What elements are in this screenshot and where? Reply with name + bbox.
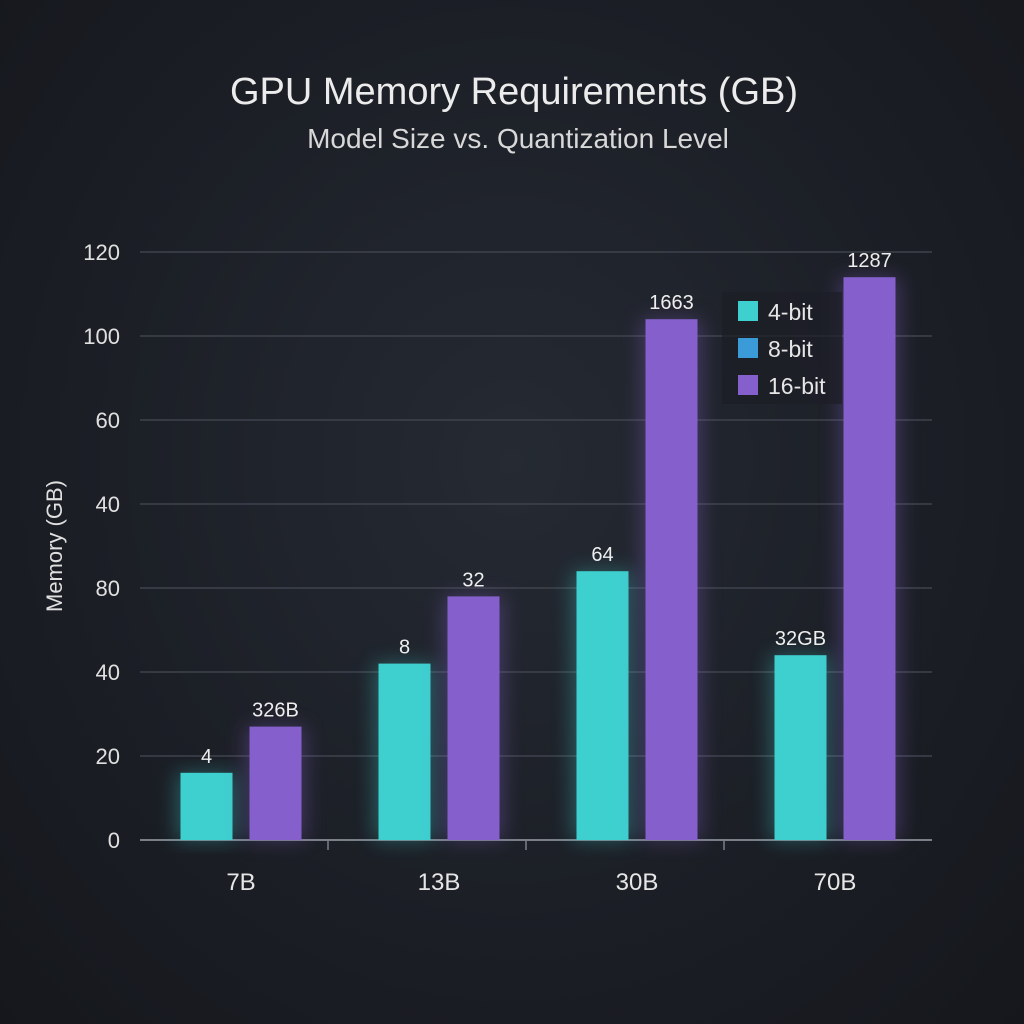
legend-swatch — [738, 301, 758, 321]
data-label: 32GB — [775, 628, 826, 650]
data-label: 64 — [591, 544, 613, 566]
y-tick-label: 40 — [96, 660, 120, 685]
y-tick-label: 120 — [83, 240, 120, 265]
legend-swatch — [738, 338, 758, 358]
bar-4-bit-7B — [180, 772, 233, 840]
data-label: 1287 — [847, 250, 892, 272]
y-tick-label: 40 — [96, 492, 120, 517]
bar-16-bit-30B — [645, 319, 698, 840]
legend: 4-bit 8-bit 16-bit — [722, 292, 842, 404]
y-tick-label: 60 — [96, 408, 120, 433]
legend-label: 4-bit — [768, 299, 813, 325]
x-tick-label: 30B — [616, 869, 659, 896]
bar-16-bit-70B — [843, 277, 896, 840]
legend-label: 16-bit — [768, 373, 826, 399]
data-label: 1663 — [649, 292, 694, 314]
bar-4-bit-13B — [378, 663, 431, 840]
x-tick-label: 7B — [226, 869, 255, 896]
chart-title: GPU Memory Requirements (GB) — [230, 71, 798, 113]
bar-16-bit-7B — [249, 726, 302, 840]
legend-label: 8-bit — [768, 336, 813, 362]
data-label: 326B — [252, 700, 299, 722]
x-tick-label: 13B — [418, 869, 461, 896]
bar-16-bit-13B — [447, 596, 500, 840]
data-label: 4 — [201, 746, 212, 768]
chart-subtitle: Model Size vs. Quantization Level — [307, 123, 729, 154]
y-tick-label: 20 — [96, 744, 120, 769]
bar-4-bit-30B — [576, 571, 629, 840]
x-tick-label: 70B — [814, 869, 857, 896]
y-tick-label: 100 — [83, 324, 120, 349]
y-tick-label: 0 — [108, 828, 120, 853]
y-tick-label: 80 — [96, 576, 120, 601]
bar-4-bit-70B — [774, 655, 827, 840]
legend-swatch — [738, 375, 758, 395]
y-axis-label: Memory (GB) — [42, 480, 67, 612]
data-label: 8 — [399, 637, 410, 659]
data-label: 32 — [462, 569, 484, 591]
